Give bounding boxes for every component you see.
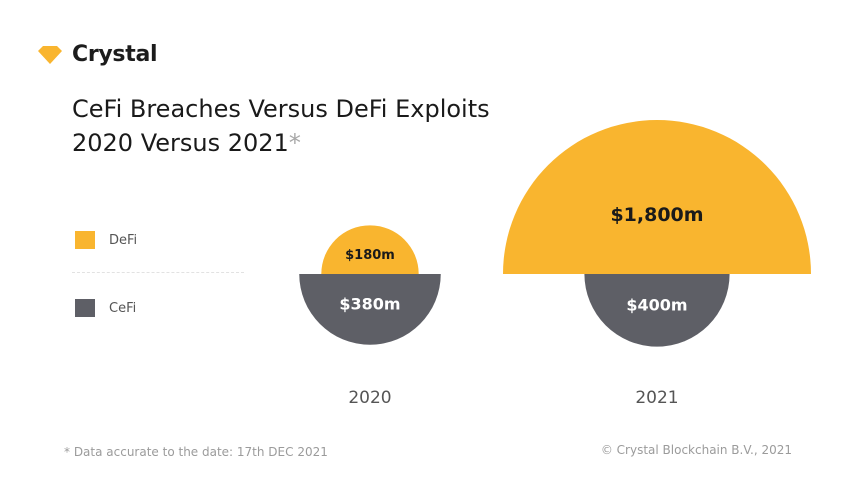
defi-value-label-2020: $180m	[345, 248, 395, 263]
cefi-value-label-2020: $380m	[339, 295, 400, 314]
defi-value-label-2021: $1,800m	[610, 204, 703, 226]
category-label-2021: 2021	[635, 388, 678, 408]
chart-area: $180m $380m 2020 $1,800m $400m 2021	[0, 0, 850, 492]
footnote: * Data accurate to the date: 17th DEC 20…	[64, 445, 328, 459]
cefi-value-label-2021: $400m	[626, 295, 687, 314]
copyright: © Crystal Blockchain B.V., 2021	[601, 443, 792, 457]
defi-semicircle-2021	[503, 120, 811, 274]
category-label-2020: 2020	[348, 388, 391, 408]
